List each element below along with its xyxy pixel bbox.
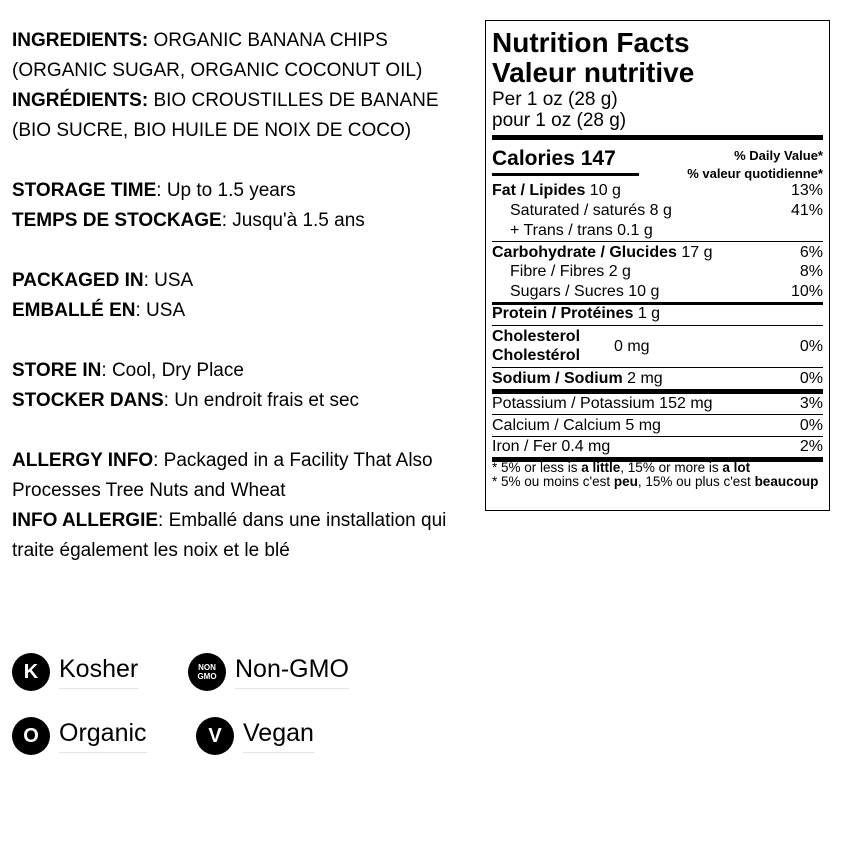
allergy-info: ALLERGY INFO: Packaged in a Facility Tha…	[12, 450, 433, 501]
daily-value-header-fr: % valeur quotidienne*	[687, 166, 823, 181]
store-in: STORE IN: Cool, Dry Place	[12, 360, 244, 381]
potassium-row: Potassium / Potassium 152 mg 3%	[492, 395, 823, 412]
carbohydrate-row: Carbohydrate / Glucides 17 g 6%	[492, 244, 823, 261]
nutrition-title-fr: Valeur nutritive	[492, 57, 695, 88]
badge-organic: O Organic	[12, 717, 147, 755]
saturated-row: Saturated / saturés 8 g 41%	[510, 202, 823, 219]
allergy-info-fr: INFO ALLERGIE: Emballé dans une installa…	[12, 510, 447, 561]
calories: Calories 147	[492, 147, 616, 170]
sugars-row: Sugars / Sucres 10 g 10%	[510, 283, 823, 300]
calcium-row: Calcium / Calcium 5 mg 0%	[492, 417, 823, 434]
footnote: * 5% or less is a little, 15% or more is…	[492, 460, 819, 489]
protein-row: Protein / Protéines 1 g	[492, 305, 661, 322]
daily-value-header: % Daily Value*	[734, 148, 823, 163]
serving-size-fr: pour 1 oz (28 g)	[492, 110, 627, 131]
serving-size: Per 1 oz (28 g)	[492, 89, 618, 110]
badge-vegan: V Vegan	[196, 717, 314, 755]
vegan-icon: V	[196, 717, 234, 755]
fibre-row: Fibre / Fibres 2 g 8%	[510, 263, 823, 280]
packaged-in: PACKAGED IN: USA	[12, 270, 194, 291]
trans-row: + Trans / trans 0.1 g	[510, 222, 653, 239]
ingredients-fr: INGRÉDIENTS: BIO CROUSTILLES DE BANANE (…	[12, 90, 439, 141]
storage-time: STORAGE TIME: Up to 1.5 years	[12, 180, 296, 201]
product-info: INGREDIENTS: ORGANIC BANANA CHIPS (ORGAN…	[12, 26, 472, 566]
non-gmo-icon: NON GMO	[188, 653, 226, 691]
cholesterol-row: Cholesterol Cholestérol 0 mg 0%	[492, 328, 823, 364]
nutrition-title: Nutrition Facts	[492, 27, 690, 58]
store-in-fr: STOCKER DANS: Un endroit frais et sec	[12, 390, 360, 411]
ingredients: INGREDIENTS: ORGANIC BANANA CHIPS (ORGAN…	[12, 30, 423, 81]
organic-icon: O	[12, 717, 50, 755]
kosher-icon: K	[12, 653, 50, 691]
storage-time-fr: TEMPS DE STOCKAGE: Jusqu'à 1.5 ans	[12, 210, 365, 231]
badge-non-gmo: NON GMO Non-GMO	[188, 653, 349, 691]
badge-kosher: K Kosher	[12, 653, 139, 691]
iron-row: Iron / Fer 0.4 mg 2%	[492, 438, 823, 455]
sodium-row: Sodium / Sodium 2 mg 0%	[492, 370, 823, 387]
fat-row: Fat / Lipides 10 g 13%	[492, 182, 823, 199]
nutrition-facts-label: Nutrition Facts Valeur nutritive Per 1 o…	[485, 20, 830, 511]
packaged-in-fr: EMBALLÉ EN: USA	[12, 300, 186, 321]
